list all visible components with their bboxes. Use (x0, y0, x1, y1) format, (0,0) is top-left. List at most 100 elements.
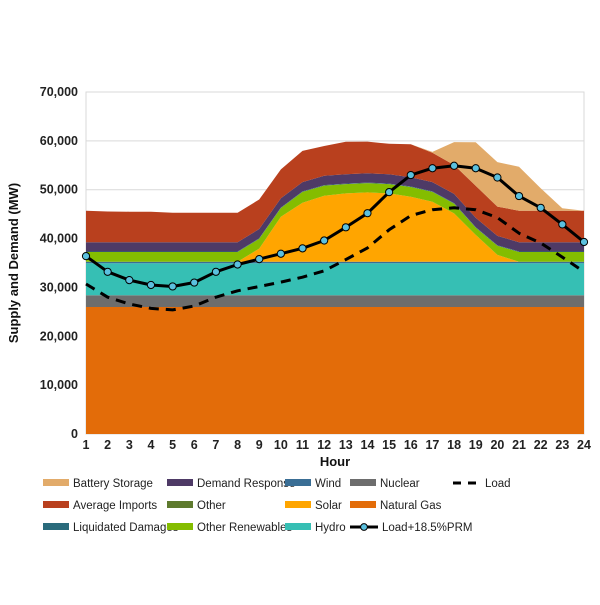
marker-load-18-5-prm (493, 173, 502, 182)
x-tick-label: 12 (317, 438, 331, 452)
area-other-renewables (86, 183, 584, 262)
legend-item-hydro: Hydro (285, 522, 346, 534)
marker-load-18-5-prm (320, 236, 329, 245)
area-wind (86, 261, 584, 264)
legend-item-nuclear: Nuclear (350, 478, 420, 490)
x-tick-label: 4 (147, 438, 154, 452)
legend-swatch (285, 523, 311, 530)
x-tick-label: 11 (296, 438, 309, 452)
x-axis-ticks: 1 2 3 4 5 6 7 8 9 10 11 12 13 14 15 16 17 18 19 20 21 22 23 24 (83, 438, 591, 452)
x-tick-label: 2 (104, 438, 111, 452)
area-nuclear (86, 295, 584, 307)
y-tick-label: 60,000 (40, 134, 78, 148)
stacked-areas (86, 141, 584, 434)
marker-load-18-5-prm (536, 203, 545, 212)
legend-item-solar: Solar (285, 500, 342, 512)
line-load (85, 206, 585, 312)
y-tick-label: 0 (71, 427, 78, 441)
x-tick-label: 24 (577, 438, 591, 452)
area-solar (86, 192, 584, 262)
marker-load-18-5-prm (579, 237, 589, 247)
x-tick-label: 5 (169, 438, 176, 452)
x-tick-label: 13 (339, 438, 353, 452)
y-tick-label: 30,000 (40, 280, 78, 294)
marker-load-18-5-prm (211, 267, 221, 276)
x-tick-label: 14 (361, 438, 375, 452)
marker-load-18-5-prm (341, 223, 350, 232)
legend-swatch (285, 479, 311, 486)
y-tick-label: 40,000 (40, 232, 78, 246)
area-demand-response (86, 173, 584, 252)
x-tick-label: 16 (404, 438, 418, 452)
legend-label: Load (485, 478, 511, 490)
marker-load-18-5-prm (363, 209, 372, 218)
x-tick-label: 19 (469, 438, 483, 452)
legend-swatch (350, 479, 376, 486)
legend-item-demand-response: Demand Response (167, 478, 295, 490)
legend-label: Load+18.5%PRM (382, 522, 472, 534)
x-tick-label: 23 (555, 438, 569, 452)
legend: Battery Storage Demand Response Wind Nuclea… (43, 478, 511, 534)
area-hydro (86, 263, 584, 296)
marker-load-18-5-prm (81, 252, 91, 261)
marker-load-18-5-prm (103, 267, 112, 276)
marker-load-18-5-prm (406, 170, 415, 180)
legend-swatch (43, 479, 69, 486)
marker-load-18-5-prm (514, 191, 524, 201)
marker-load-18-5-prm (168, 282, 177, 291)
legend-item-load: Load (453, 478, 511, 490)
legend-item-natural-gas: Natural Gas (350, 500, 442, 512)
x-tick-label: 22 (534, 438, 548, 452)
marker-load-18-5-prm (255, 254, 264, 264)
legend-swatch (43, 523, 69, 530)
area-average-imports (86, 141, 584, 243)
x-tick-label: 8 (234, 438, 241, 452)
marker-load-18-5-prm (233, 260, 242, 269)
y-tick-label: 10,000 (40, 378, 78, 392)
marker-load-18-5-prm (125, 276, 134, 285)
marker-load-18-5-prm (385, 188, 394, 197)
marker-load-18-5-prm (190, 278, 199, 287)
legend-label: Nuclear (380, 478, 420, 490)
legend-item-battery-storage: Battery Storage (43, 478, 153, 490)
area-natural-gas (86, 307, 584, 434)
legend-item-average-imports: Average Imports (43, 500, 157, 512)
marker-load-18-5-prm (276, 249, 285, 258)
legend-item-other-renewables: Other Renewables (167, 522, 292, 534)
legend-swatch (167, 501, 193, 508)
legend-label: Hydro (315, 522, 346, 534)
marker-load-18-5-prm (471, 164, 480, 173)
legend-swatch (167, 479, 193, 486)
legend-item-liquidated-damages: Liquidated Damages (43, 522, 179, 534)
x-tick-label: 10 (274, 438, 288, 452)
legend-marker (360, 523, 368, 531)
x-tick-label: 18 (447, 438, 461, 452)
y-tick-label: 50,000 (40, 183, 78, 197)
marker-load-18-5-prm (558, 220, 567, 229)
legend-label: Average Imports (73, 500, 157, 512)
legend-swatch (285, 501, 311, 508)
legend-label: Natural Gas (380, 500, 442, 512)
marker-load-18-5-prm (146, 280, 156, 290)
legend-label: Liquidated Damages (73, 522, 179, 534)
x-tick-label: 21 (512, 438, 526, 452)
y-tick-label: 20,000 (40, 329, 78, 343)
y-tick-label: 70,000 (40, 85, 78, 99)
x-tick-label: 9 (256, 438, 263, 452)
legend-label: Battery Storage (73, 478, 153, 490)
x-tick-label: 15 (382, 438, 396, 452)
legend-label: Other Renewables (197, 522, 292, 534)
legend-item-wind: Wind (285, 478, 341, 490)
x-tick-label: 3 (126, 438, 133, 452)
marker-load-18-5-prm (428, 164, 437, 173)
load-lines (81, 161, 589, 312)
legend-label: Other (197, 500, 226, 512)
x-tick-label: 1 (83, 438, 90, 452)
x-tick-label: 6 (191, 438, 198, 452)
legend-item-load-18-5-prm: Load+18.5%PRM (350, 522, 472, 534)
legend-swatch (350, 501, 376, 508)
marker-load-18-5-prm (298, 244, 307, 253)
y-axis-ticks: 0 10,000 20,000 30,000 40,000 50,000 60,000 70,… (40, 85, 78, 441)
y-axis-title: Supply and Demand (MW) (6, 183, 21, 343)
